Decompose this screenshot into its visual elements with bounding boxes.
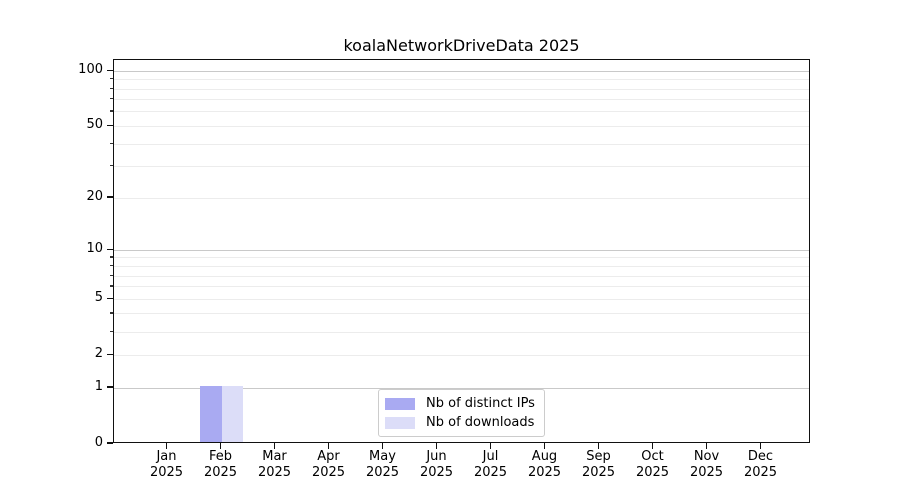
y-minor-tick-mark — [110, 330, 113, 332]
x-tick-mark — [381, 443, 384, 449]
x-tick-mark — [705, 443, 708, 449]
gridline-minor — [114, 143, 809, 145]
x-tick-mark — [435, 443, 438, 449]
x-tick-mark — [219, 443, 222, 449]
bar-distinct-ips — [200, 386, 222, 442]
gridline-minor — [114, 88, 809, 90]
x-tick-mark — [651, 443, 654, 449]
gridline-minor — [114, 125, 809, 127]
gridline-minor — [114, 111, 809, 113]
bar-downloads — [221, 386, 243, 442]
y-tick-label: 20 — [86, 189, 103, 205]
x-tick-mark — [489, 443, 492, 449]
gridline-minor — [114, 99, 809, 101]
x-tick-label: Oct 2025 — [635, 449, 670, 480]
x-tick-mark — [759, 443, 762, 449]
gridline-major — [114, 70, 809, 72]
y-minor-tick-mark — [110, 87, 113, 89]
y-tick-mark — [107, 297, 113, 299]
y-tick-mark — [107, 196, 113, 198]
y-tick-label: 100 — [78, 62, 103, 78]
y-tick-label: 5 — [94, 290, 103, 306]
y-minor-tick-mark — [110, 256, 113, 258]
gridline-minor — [114, 354, 809, 356]
x-tick-label: Jun 2025 — [419, 449, 454, 480]
legend-item: Nb of distinct IPs — [385, 396, 535, 411]
x-tick-label: Sep 2025 — [581, 449, 616, 480]
gridline-minor — [114, 197, 809, 199]
gridline-minor — [114, 266, 809, 267]
y-tick-label: 1 — [94, 379, 103, 394]
gridline-minor — [114, 79, 809, 81]
y-minor-tick-mark — [110, 78, 113, 80]
x-tick-label: Feb 2025 — [203, 449, 238, 480]
y-tick-label: 50 — [86, 117, 103, 133]
x-tick-label: Apr 2025 — [311, 449, 346, 480]
legend-item: Nb of downloads — [385, 415, 535, 430]
y-tick-mark — [107, 353, 113, 355]
x-tick-mark — [543, 443, 546, 449]
y-tick-mark — [107, 69, 113, 71]
gridline-minor — [114, 257, 809, 259]
legend-label: Nb of distinct IPs — [426, 396, 535, 411]
x-tick-label: Nov 2025 — [689, 449, 724, 480]
x-tick-label: Jul 2025 — [473, 449, 508, 480]
y-minor-tick-mark — [110, 274, 113, 276]
gridline-minor — [114, 298, 809, 300]
y-minor-tick-mark — [110, 312, 113, 314]
y-minor-tick-mark — [110, 142, 113, 144]
gridline-major — [114, 249, 809, 251]
plot-area: Nb of distinct IPs Nb of downloads — [113, 59, 810, 443]
gridline-minor — [114, 331, 809, 333]
gridline-minor — [114, 275, 809, 277]
y-minor-tick-mark — [110, 285, 113, 287]
legend-swatch-distinct-ips — [385, 397, 415, 410]
y-tick-label: 0 — [94, 435, 103, 450]
x-tick-label: Dec 2025 — [743, 449, 778, 480]
x-tick-label: Aug 2025 — [527, 449, 562, 480]
y-tick-label: 10 — [86, 241, 103, 257]
y-tick-label: 2 — [94, 346, 103, 362]
y-tick-mark — [107, 124, 113, 127]
legend-swatch-downloads — [385, 416, 415, 429]
gridline-minor — [114, 313, 809, 315]
gridline-minor — [114, 166, 809, 168]
y-minor-tick-mark — [110, 98, 113, 100]
y-minor-tick-mark — [110, 265, 113, 267]
x-tick-mark — [597, 443, 600, 449]
chart-title: koalaNetworkDriveData 2025 — [343, 36, 580, 55]
y-minor-tick-mark — [110, 165, 113, 167]
legend: Nb of distinct IPs Nb of downloads — [378, 389, 545, 437]
y-tick-mark — [107, 386, 113, 388]
x-tick-label: May 2025 — [365, 449, 400, 480]
y-minor-tick-mark — [110, 110, 113, 112]
y-tick-mark — [107, 442, 113, 444]
gridline-minor — [114, 286, 809, 288]
x-tick-mark — [273, 443, 276, 449]
x-tick-mark — [165, 443, 168, 449]
x-tick-label: Mar 2025 — [257, 449, 292, 480]
y-tick-mark — [107, 248, 113, 250]
legend-label: Nb of downloads — [426, 415, 535, 430]
x-tick-label: Jan 2025 — [149, 449, 184, 480]
x-tick-mark — [327, 443, 330, 449]
gridline-major — [114, 387, 809, 389]
